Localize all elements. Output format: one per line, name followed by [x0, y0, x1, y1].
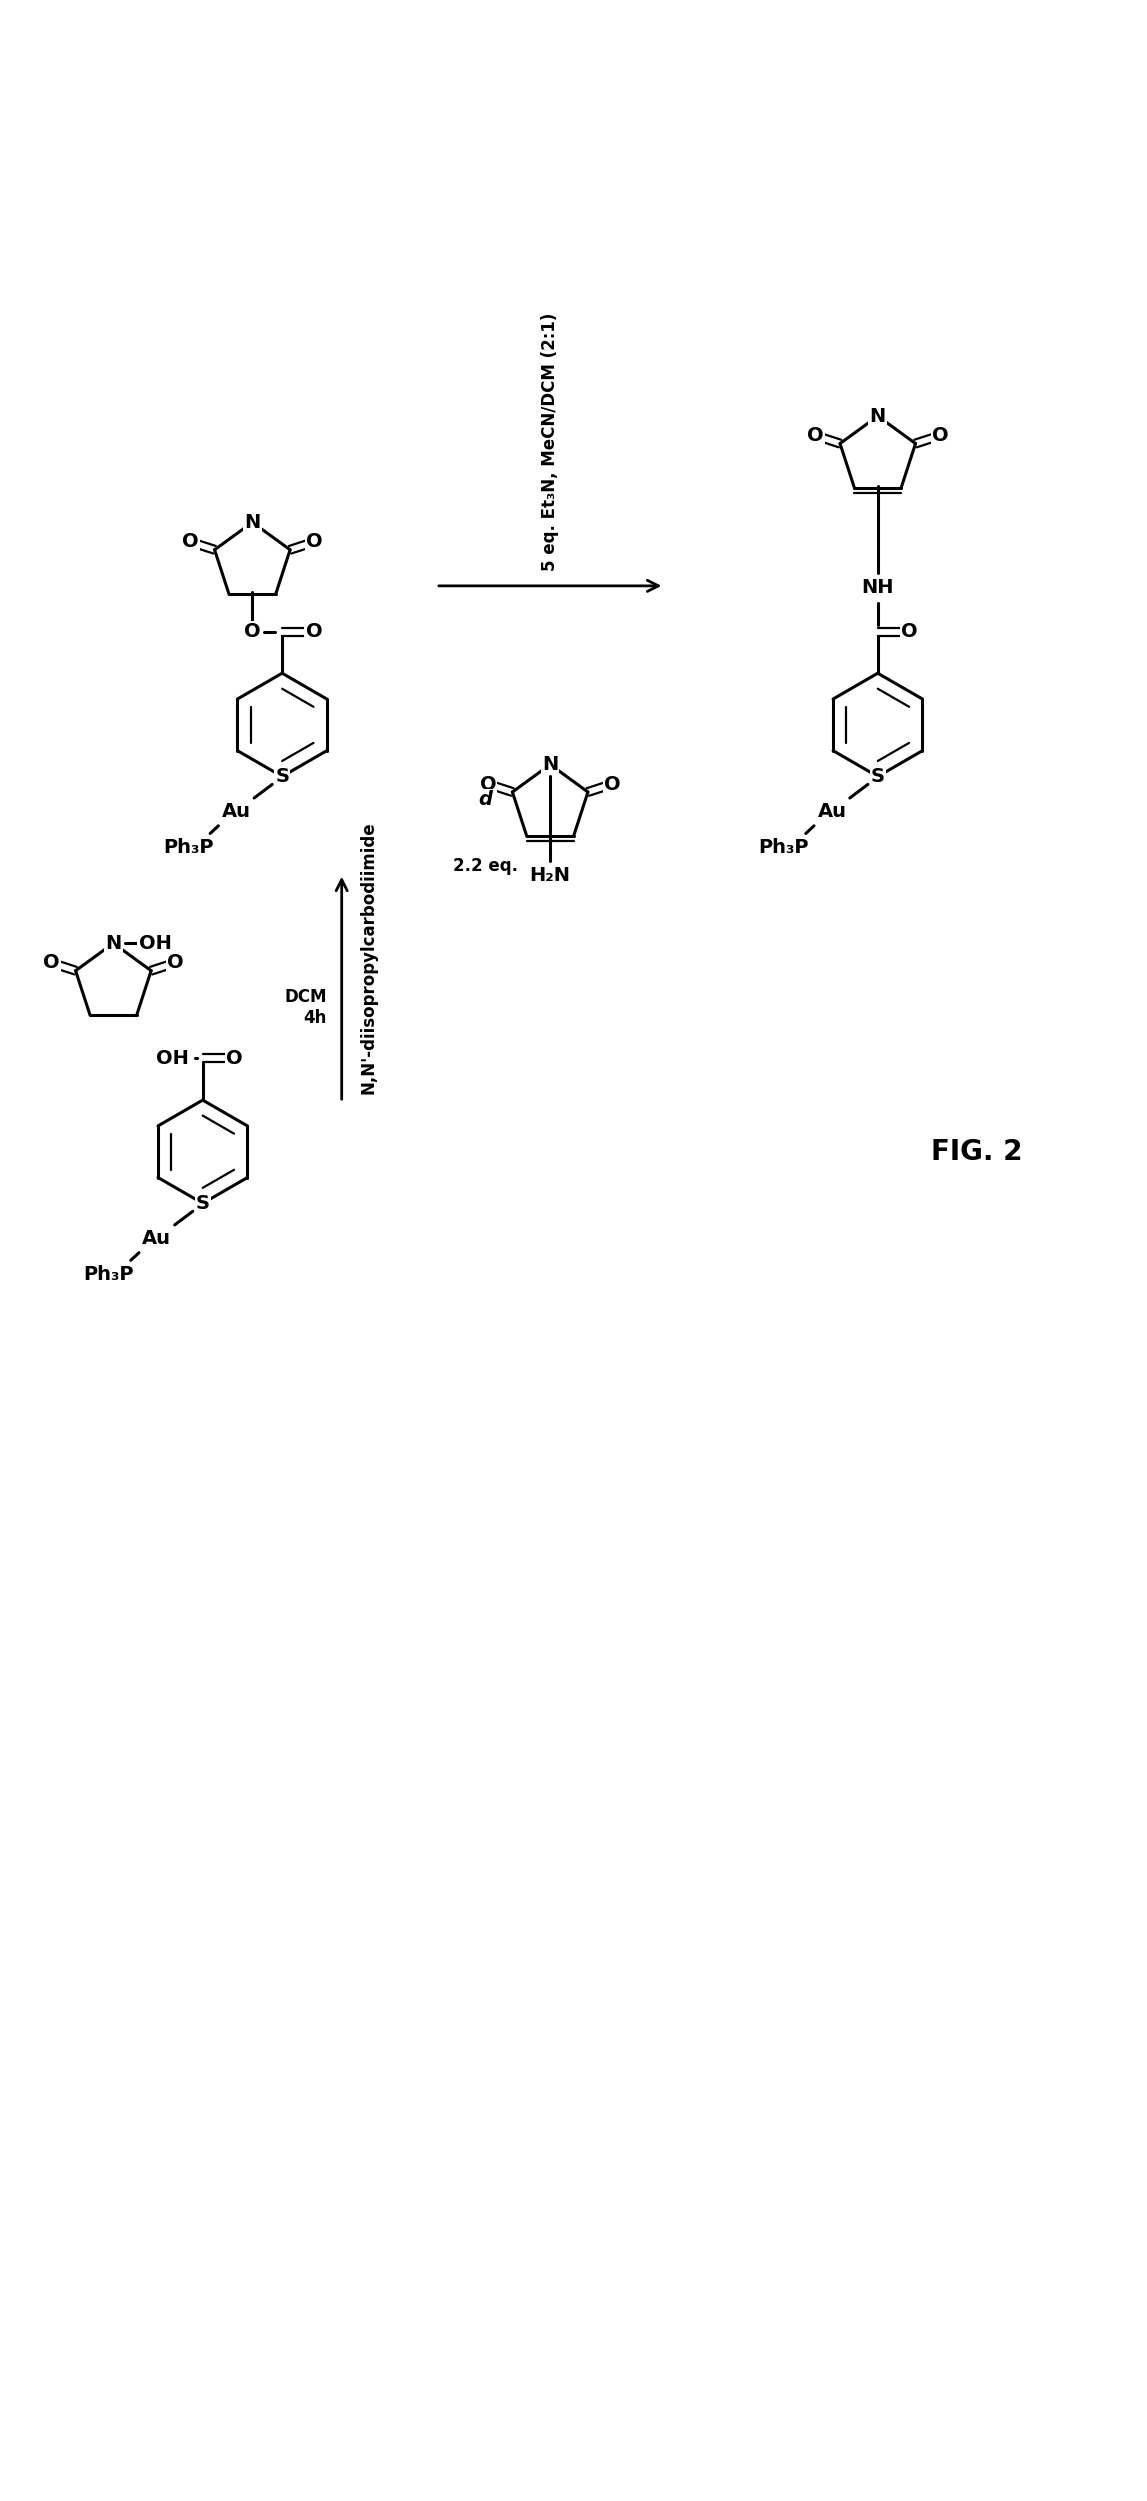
Text: O: O	[181, 533, 198, 550]
Text: Au: Au	[142, 1230, 171, 1248]
Text: S: S	[275, 768, 289, 785]
Text: 2.2 eq.: 2.2 eq.	[453, 858, 518, 875]
Text: O: O	[42, 953, 60, 973]
Text: 5 eq. Et₃N, MeCN/DCM (2:1): 5 eq. Et₃N, MeCN/DCM (2:1)	[541, 313, 560, 570]
Text: Ph₃P: Ph₃P	[163, 838, 213, 858]
Text: N: N	[543, 755, 559, 773]
Text: N: N	[106, 933, 122, 953]
Text: O: O	[604, 775, 621, 793]
Text: Ph₃P: Ph₃P	[758, 838, 810, 858]
Text: NH: NH	[861, 578, 894, 598]
Text: O: O	[306, 533, 323, 550]
Text: OH: OH	[156, 1048, 189, 1068]
Text: O: O	[931, 425, 949, 445]
Text: Au: Au	[818, 803, 846, 820]
Text: O: O	[305, 623, 322, 640]
Text: N: N	[244, 513, 260, 533]
Text: O: O	[902, 623, 918, 640]
Text: O: O	[479, 775, 497, 793]
Text: Au: Au	[221, 803, 251, 820]
Text: d: d	[478, 790, 493, 808]
Text: O: O	[807, 425, 824, 445]
Text: O: O	[167, 953, 184, 973]
Text: S: S	[196, 1193, 210, 1213]
Text: H₂N: H₂N	[530, 865, 571, 885]
Text: Ph₃P: Ph₃P	[84, 1266, 134, 1283]
Text: N,N'-diisopropylcarbodiimide: N,N'-diisopropylcarbodiimide	[359, 823, 377, 1095]
Text: S: S	[871, 768, 884, 785]
Text: FIG. 2: FIG. 2	[931, 1138, 1023, 1165]
Text: DCM
4h: DCM 4h	[284, 988, 327, 1028]
Text: OH: OH	[139, 933, 172, 953]
Text: O: O	[244, 623, 260, 640]
Text: O: O	[226, 1048, 243, 1068]
Text: N: N	[869, 408, 885, 425]
